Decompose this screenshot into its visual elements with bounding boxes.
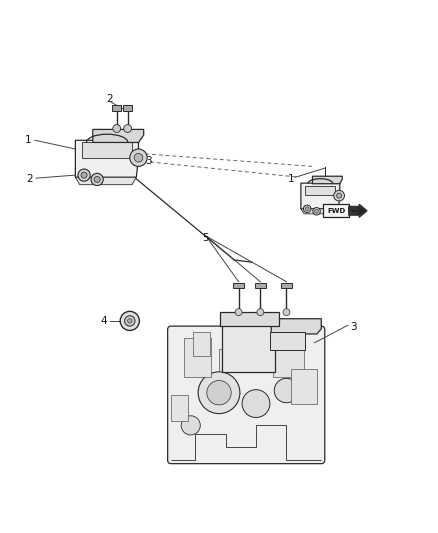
FancyBboxPatch shape xyxy=(281,282,292,288)
Circle shape xyxy=(326,205,333,213)
Circle shape xyxy=(242,390,270,417)
Circle shape xyxy=(314,209,318,213)
Bar xyxy=(171,395,187,421)
Text: 2: 2 xyxy=(106,94,113,104)
Circle shape xyxy=(94,176,100,182)
FancyBboxPatch shape xyxy=(220,312,279,326)
Text: 1: 1 xyxy=(25,135,32,146)
Circle shape xyxy=(283,309,290,316)
Bar xyxy=(184,338,211,377)
Circle shape xyxy=(81,172,87,178)
Polygon shape xyxy=(93,130,144,142)
Polygon shape xyxy=(82,142,132,158)
Polygon shape xyxy=(312,176,342,184)
Polygon shape xyxy=(305,185,336,195)
Circle shape xyxy=(181,416,200,435)
Circle shape xyxy=(130,149,147,166)
Polygon shape xyxy=(75,177,136,184)
Circle shape xyxy=(207,381,231,405)
FancyBboxPatch shape xyxy=(323,204,349,217)
Circle shape xyxy=(120,311,139,330)
Circle shape xyxy=(134,154,143,162)
Polygon shape xyxy=(75,140,138,177)
Circle shape xyxy=(305,207,309,211)
FancyBboxPatch shape xyxy=(123,106,132,111)
Text: 2: 2 xyxy=(26,174,33,184)
Bar xyxy=(247,356,269,371)
Circle shape xyxy=(334,190,344,201)
FancyBboxPatch shape xyxy=(233,282,244,288)
Circle shape xyxy=(235,309,242,316)
FancyBboxPatch shape xyxy=(113,106,121,111)
Bar xyxy=(291,369,317,403)
Circle shape xyxy=(124,125,131,133)
Circle shape xyxy=(313,207,320,215)
Circle shape xyxy=(304,205,311,213)
FancyBboxPatch shape xyxy=(270,332,305,350)
Polygon shape xyxy=(301,183,340,209)
Text: 3: 3 xyxy=(350,322,357,333)
Polygon shape xyxy=(271,319,321,334)
Circle shape xyxy=(328,207,332,211)
FancyArrow shape xyxy=(349,204,367,217)
Text: 3: 3 xyxy=(145,156,152,166)
Polygon shape xyxy=(301,209,339,214)
Circle shape xyxy=(274,378,299,403)
FancyBboxPatch shape xyxy=(168,326,325,464)
Circle shape xyxy=(337,193,342,198)
FancyBboxPatch shape xyxy=(255,282,265,288)
Bar xyxy=(273,347,304,377)
Text: 1: 1 xyxy=(287,174,294,184)
Circle shape xyxy=(78,169,90,181)
Circle shape xyxy=(257,309,264,316)
Circle shape xyxy=(198,372,240,414)
Bar xyxy=(219,349,237,371)
Circle shape xyxy=(91,173,103,185)
Text: 4: 4 xyxy=(100,316,107,326)
Text: 5: 5 xyxy=(203,233,209,243)
FancyBboxPatch shape xyxy=(222,322,275,372)
Circle shape xyxy=(127,319,132,323)
Circle shape xyxy=(113,125,120,133)
Bar xyxy=(193,332,210,356)
Circle shape xyxy=(124,316,135,326)
Text: FWD: FWD xyxy=(327,208,345,214)
